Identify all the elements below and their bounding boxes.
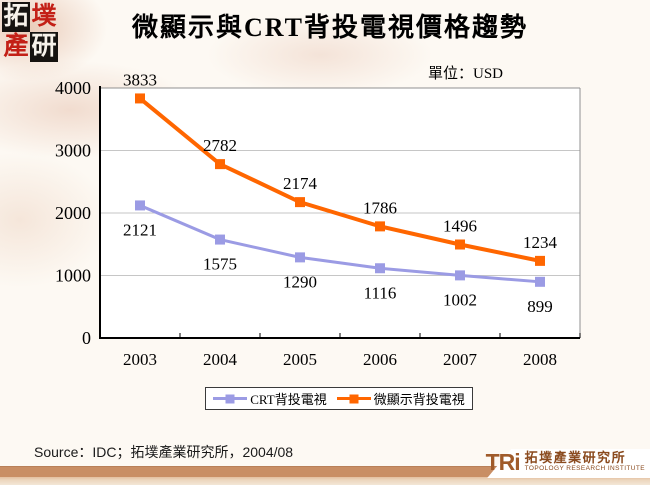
- data-point-marker: [375, 263, 385, 274]
- y-tick-label: 1000: [55, 266, 91, 286]
- x-tick-label: 2006: [363, 350, 397, 369]
- legend-square-marker-crt: [225, 394, 235, 403]
- data-label: 2121: [123, 220, 157, 239]
- data-point-marker: [215, 159, 225, 170]
- seal-char-3: 產: [3, 33, 29, 60]
- x-tick-label: 2005: [283, 350, 317, 369]
- data-label: 1496: [443, 217, 477, 236]
- legend-square-marker-microdisplay: [349, 394, 359, 403]
- seal-char-4: 研: [30, 32, 58, 62]
- data-label: 2174: [283, 174, 318, 193]
- unit-label: 單位：USD: [428, 66, 504, 82]
- data-label: 1575: [203, 255, 237, 274]
- topology-seal-logo: 拓 墣 產 研: [2, 2, 58, 62]
- data-point-marker: [135, 93, 145, 104]
- legend-label-microdisplay: 微顯示背投電視: [373, 392, 465, 407]
- x-tick-label: 2008: [523, 350, 557, 369]
- data-label: 1234: [523, 233, 558, 252]
- data-point-marker: [535, 255, 545, 266]
- y-tick-label: 3000: [55, 141, 91, 161]
- seal-char-1: 拓: [2, 2, 30, 32]
- y-tick-label: 2000: [55, 203, 91, 223]
- tri-logo: TRi 拓墣產業研究所 TOPOLOGY RESEARCH INSTITUTE: [486, 450, 645, 474]
- y-tick-label: 0: [82, 328, 91, 348]
- data-point-marker: [375, 221, 385, 232]
- tri-logo-plate: [487, 449, 650, 478]
- legend-label-crt: CRT背投電視: [250, 392, 327, 407]
- tri-acronym: TRi: [485, 449, 521, 475]
- data-label: 1786: [363, 198, 397, 217]
- legend-item-microdisplay: 微顯示背投電視: [336, 389, 465, 408]
- seal-char-2: 墣: [31, 3, 57, 30]
- x-tick-label: 2007: [443, 350, 478, 369]
- series-line: [139, 204, 541, 284]
- data-label: 1116: [364, 283, 397, 302]
- data-point-marker: [135, 200, 145, 211]
- data-point-marker: [215, 234, 225, 245]
- data-label: 899: [527, 297, 553, 316]
- source-note: Source：IDC；拓墣產業研究所，2004/08: [34, 444, 294, 460]
- x-tick-label: 2003: [123, 350, 157, 369]
- data-label: 1290: [283, 272, 317, 291]
- data-point-marker: [535, 276, 545, 287]
- data-label: 1002: [443, 290, 477, 309]
- legend-line-sample-microdisplay: [336, 394, 371, 403]
- footer-band: [0, 466, 650, 485]
- series-line: [138, 96, 541, 263]
- data-point-marker: [455, 270, 465, 281]
- x-tick-label: 2004: [203, 350, 238, 369]
- data-point-marker: [295, 197, 305, 208]
- chart-legend: CRT背投電視 微顯示背投電視: [205, 387, 473, 410]
- data-point-marker: [295, 252, 305, 263]
- data-label: 3833: [123, 70, 157, 89]
- y-tick-label: 4000: [55, 78, 91, 98]
- tri-name-cjk: 拓墣產業研究所: [524, 450, 627, 465]
- legend-line-sample-crt: [213, 394, 248, 403]
- data-point-marker: [455, 239, 465, 250]
- data-label: 2782: [203, 136, 237, 155]
- legend-item-crt: CRT背投電視: [213, 389, 327, 408]
- tri-name-en: TOPOLOGY RESEARCH INSTITUTE: [524, 465, 645, 472]
- page-title: 微顯示與CRT背投電視價格趨勢: [132, 13, 528, 42]
